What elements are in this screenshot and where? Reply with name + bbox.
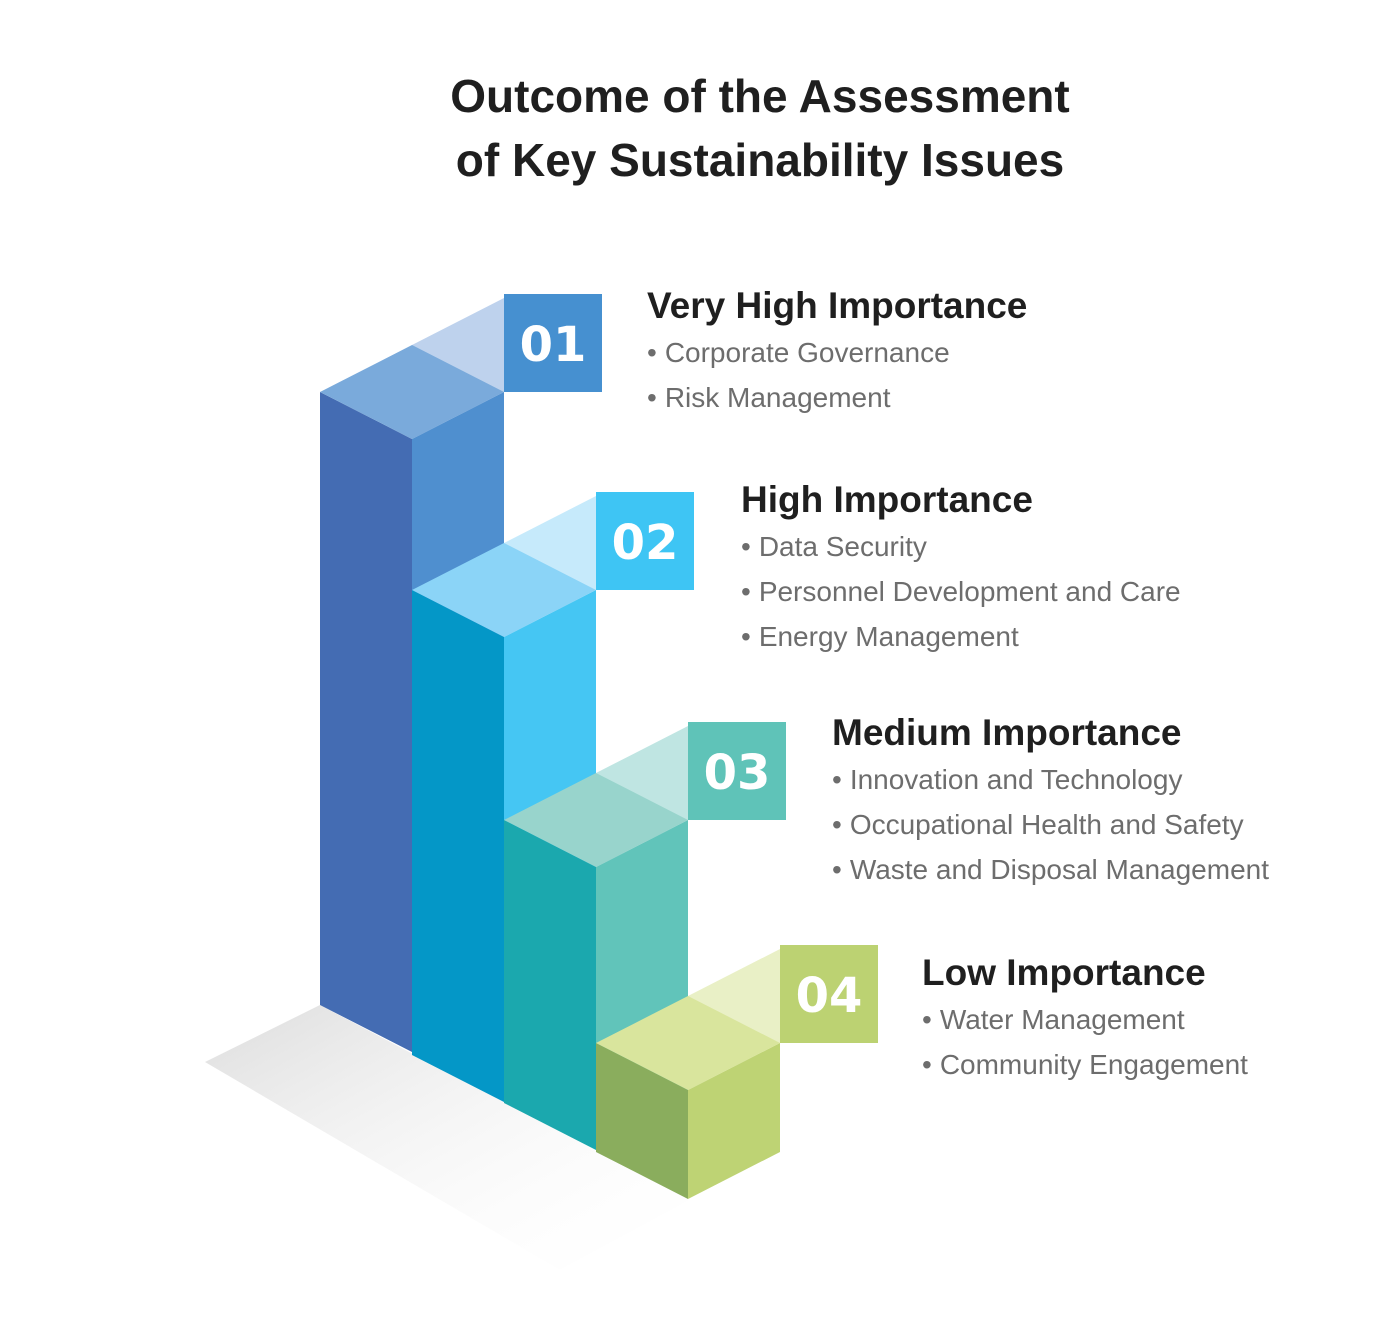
number-badge [780, 945, 878, 1043]
level-low: Low Importance • Water Management • Commun… [922, 951, 1248, 1087]
item-label: Innovation and Technology [849, 764, 1183, 795]
item-label: Corporate Governance [664, 337, 950, 368]
block-top-face [320, 345, 504, 439]
item-label: Community Engagement [939, 1049, 1248, 1080]
title-line-2: of Key Sustainability Issues [455, 134, 1065, 186]
level-very-high: Very High Importance • Corporate Governan… [647, 284, 1027, 420]
level-high: High Importance • Data Security • Personne… [741, 478, 1181, 659]
level-medium: Medium Importance • Innovation and Techno… [832, 711, 1269, 892]
block-front-face [504, 820, 596, 1150]
block-front-face [320, 392, 412, 1052]
block-front-face [412, 590, 504, 1102]
title-line-1: Outcome of the Assessment [450, 70, 1070, 122]
list-item: • Data Security [741, 531, 927, 562]
badge-number: 03 [704, 745, 771, 801]
block-side-face [688, 1043, 780, 1199]
list-item: • Occupational Health and Safety [832, 809, 1244, 840]
block-front-face [596, 1043, 688, 1199]
item-label: Water Management [939, 1004, 1185, 1035]
item-label: Waste and Disposal Management [849, 854, 1269, 885]
badge-number: 02 [612, 515, 679, 571]
number-badge [596, 492, 694, 590]
number-badge [688, 722, 786, 820]
level-heading: Medium Importance [832, 712, 1182, 753]
block-top-face [412, 543, 596, 637]
list-item: • Waste and Disposal Management [832, 854, 1269, 885]
block-top-face [596, 996, 780, 1090]
list-item: • Innovation and Technology [832, 764, 1183, 795]
floor-shadow [205, 1005, 690, 1270]
badge-number: 01 [520, 317, 587, 373]
list-item: • Personnel Development and Care [741, 576, 1181, 607]
badge-number: 04 [796, 968, 863, 1024]
number-badge [504, 294, 602, 392]
page-title: Outcome of the Assessment of Key Sustain… [340, 64, 1180, 192]
item-label: Data Security [758, 531, 927, 562]
item-label: Risk Management [664, 382, 891, 413]
list-item: • Water Management [922, 1004, 1185, 1035]
block-top-face [504, 773, 688, 867]
item-label: Occupational Health and Safety [849, 809, 1244, 840]
level-heading: Very High Importance [647, 285, 1028, 326]
list-item: • Community Engagement [922, 1049, 1248, 1080]
item-label: Energy Management [758, 621, 1019, 652]
list-item: • Energy Management [741, 621, 1019, 652]
list-item: • Risk Management [647, 382, 891, 413]
item-label: Personnel Development and Care [758, 576, 1181, 607]
list-item: • Corporate Governance [647, 337, 950, 368]
level-heading: Low Importance [922, 952, 1206, 993]
level-heading: High Importance [741, 479, 1033, 520]
